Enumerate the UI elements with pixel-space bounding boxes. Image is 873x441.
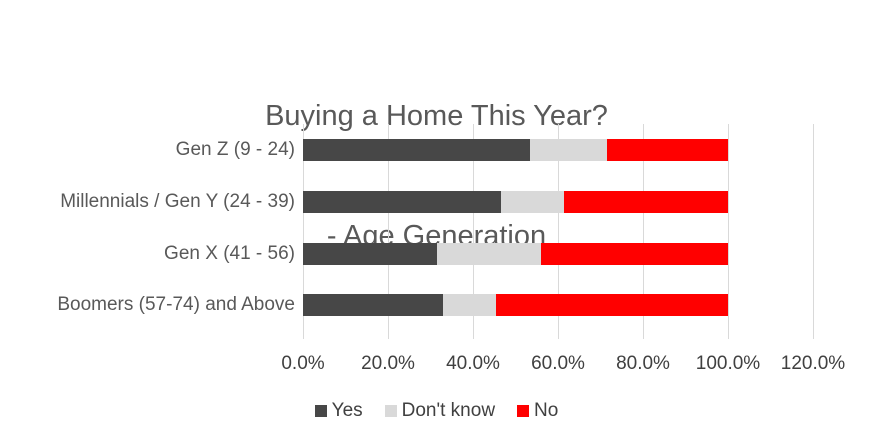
bar-segment-don-t-know xyxy=(436,242,541,265)
legend-swatch-yes-icon xyxy=(314,405,327,417)
legend-label: Yes xyxy=(331,400,363,421)
bar-segment-no xyxy=(541,242,728,265)
bar-segment-no xyxy=(564,190,728,213)
bar-row xyxy=(303,242,728,265)
category-label: Millennials / Gen Y (24 - 39) xyxy=(60,190,295,212)
legend: Yes Don't know No xyxy=(0,400,873,422)
bar-row xyxy=(303,190,728,213)
gridline xyxy=(558,124,559,339)
gridline xyxy=(643,124,644,339)
bar-segment-don-t-know xyxy=(443,294,497,317)
bar-segment-yes xyxy=(303,294,444,317)
gridline xyxy=(388,124,389,339)
bar-row xyxy=(303,139,728,161)
x-tick-label: 20.0% xyxy=(361,353,415,374)
bar-segment-no xyxy=(606,139,728,161)
x-tick-label: 60.0% xyxy=(531,353,585,374)
bar-segment-yes xyxy=(303,139,531,161)
legend-label: No xyxy=(534,400,559,421)
bar-row xyxy=(303,294,728,317)
gridline xyxy=(728,124,729,339)
legend-item: Yes xyxy=(314,400,363,422)
legend-item: Don't know xyxy=(384,400,496,422)
category-label: Boomers (57-74) and Above xyxy=(57,294,295,316)
x-tick-label: 0.0% xyxy=(281,353,325,374)
x-tick-label: 40.0% xyxy=(446,353,500,374)
x-tick-label: 100.0% xyxy=(695,353,761,374)
x-axis: 0.0% 20.0% 40.0% 60.0% 80.0% 100.0% 120.0% xyxy=(0,352,873,376)
gridline xyxy=(473,124,474,339)
chart-title: Buying a Home This Year? - Age Generatio… xyxy=(0,16,873,336)
bar-segment-don-t-know xyxy=(500,190,565,213)
bar-segment-yes xyxy=(303,242,437,265)
x-tick-label: 120.0% xyxy=(780,353,846,374)
bar-segment-no xyxy=(496,294,728,317)
legend-swatch-no-icon xyxy=(517,405,530,417)
bar-segment-don-t-know xyxy=(530,139,607,161)
legend-label: Don't know xyxy=(401,400,496,421)
category-label: Gen X (41 - 56) xyxy=(164,242,295,264)
bar-segment-yes xyxy=(303,190,501,213)
category-label: Gen Z (9 - 24) xyxy=(175,139,295,160)
gridline xyxy=(813,124,814,339)
legend-swatch-don-t-know-icon xyxy=(384,405,397,417)
x-tick-label: 80.0% xyxy=(616,353,670,374)
chart-title-line-1: Buying a Home This Year? xyxy=(265,100,608,132)
gridline xyxy=(303,124,304,339)
plot-area xyxy=(303,124,814,339)
legend-item: No xyxy=(517,400,558,422)
